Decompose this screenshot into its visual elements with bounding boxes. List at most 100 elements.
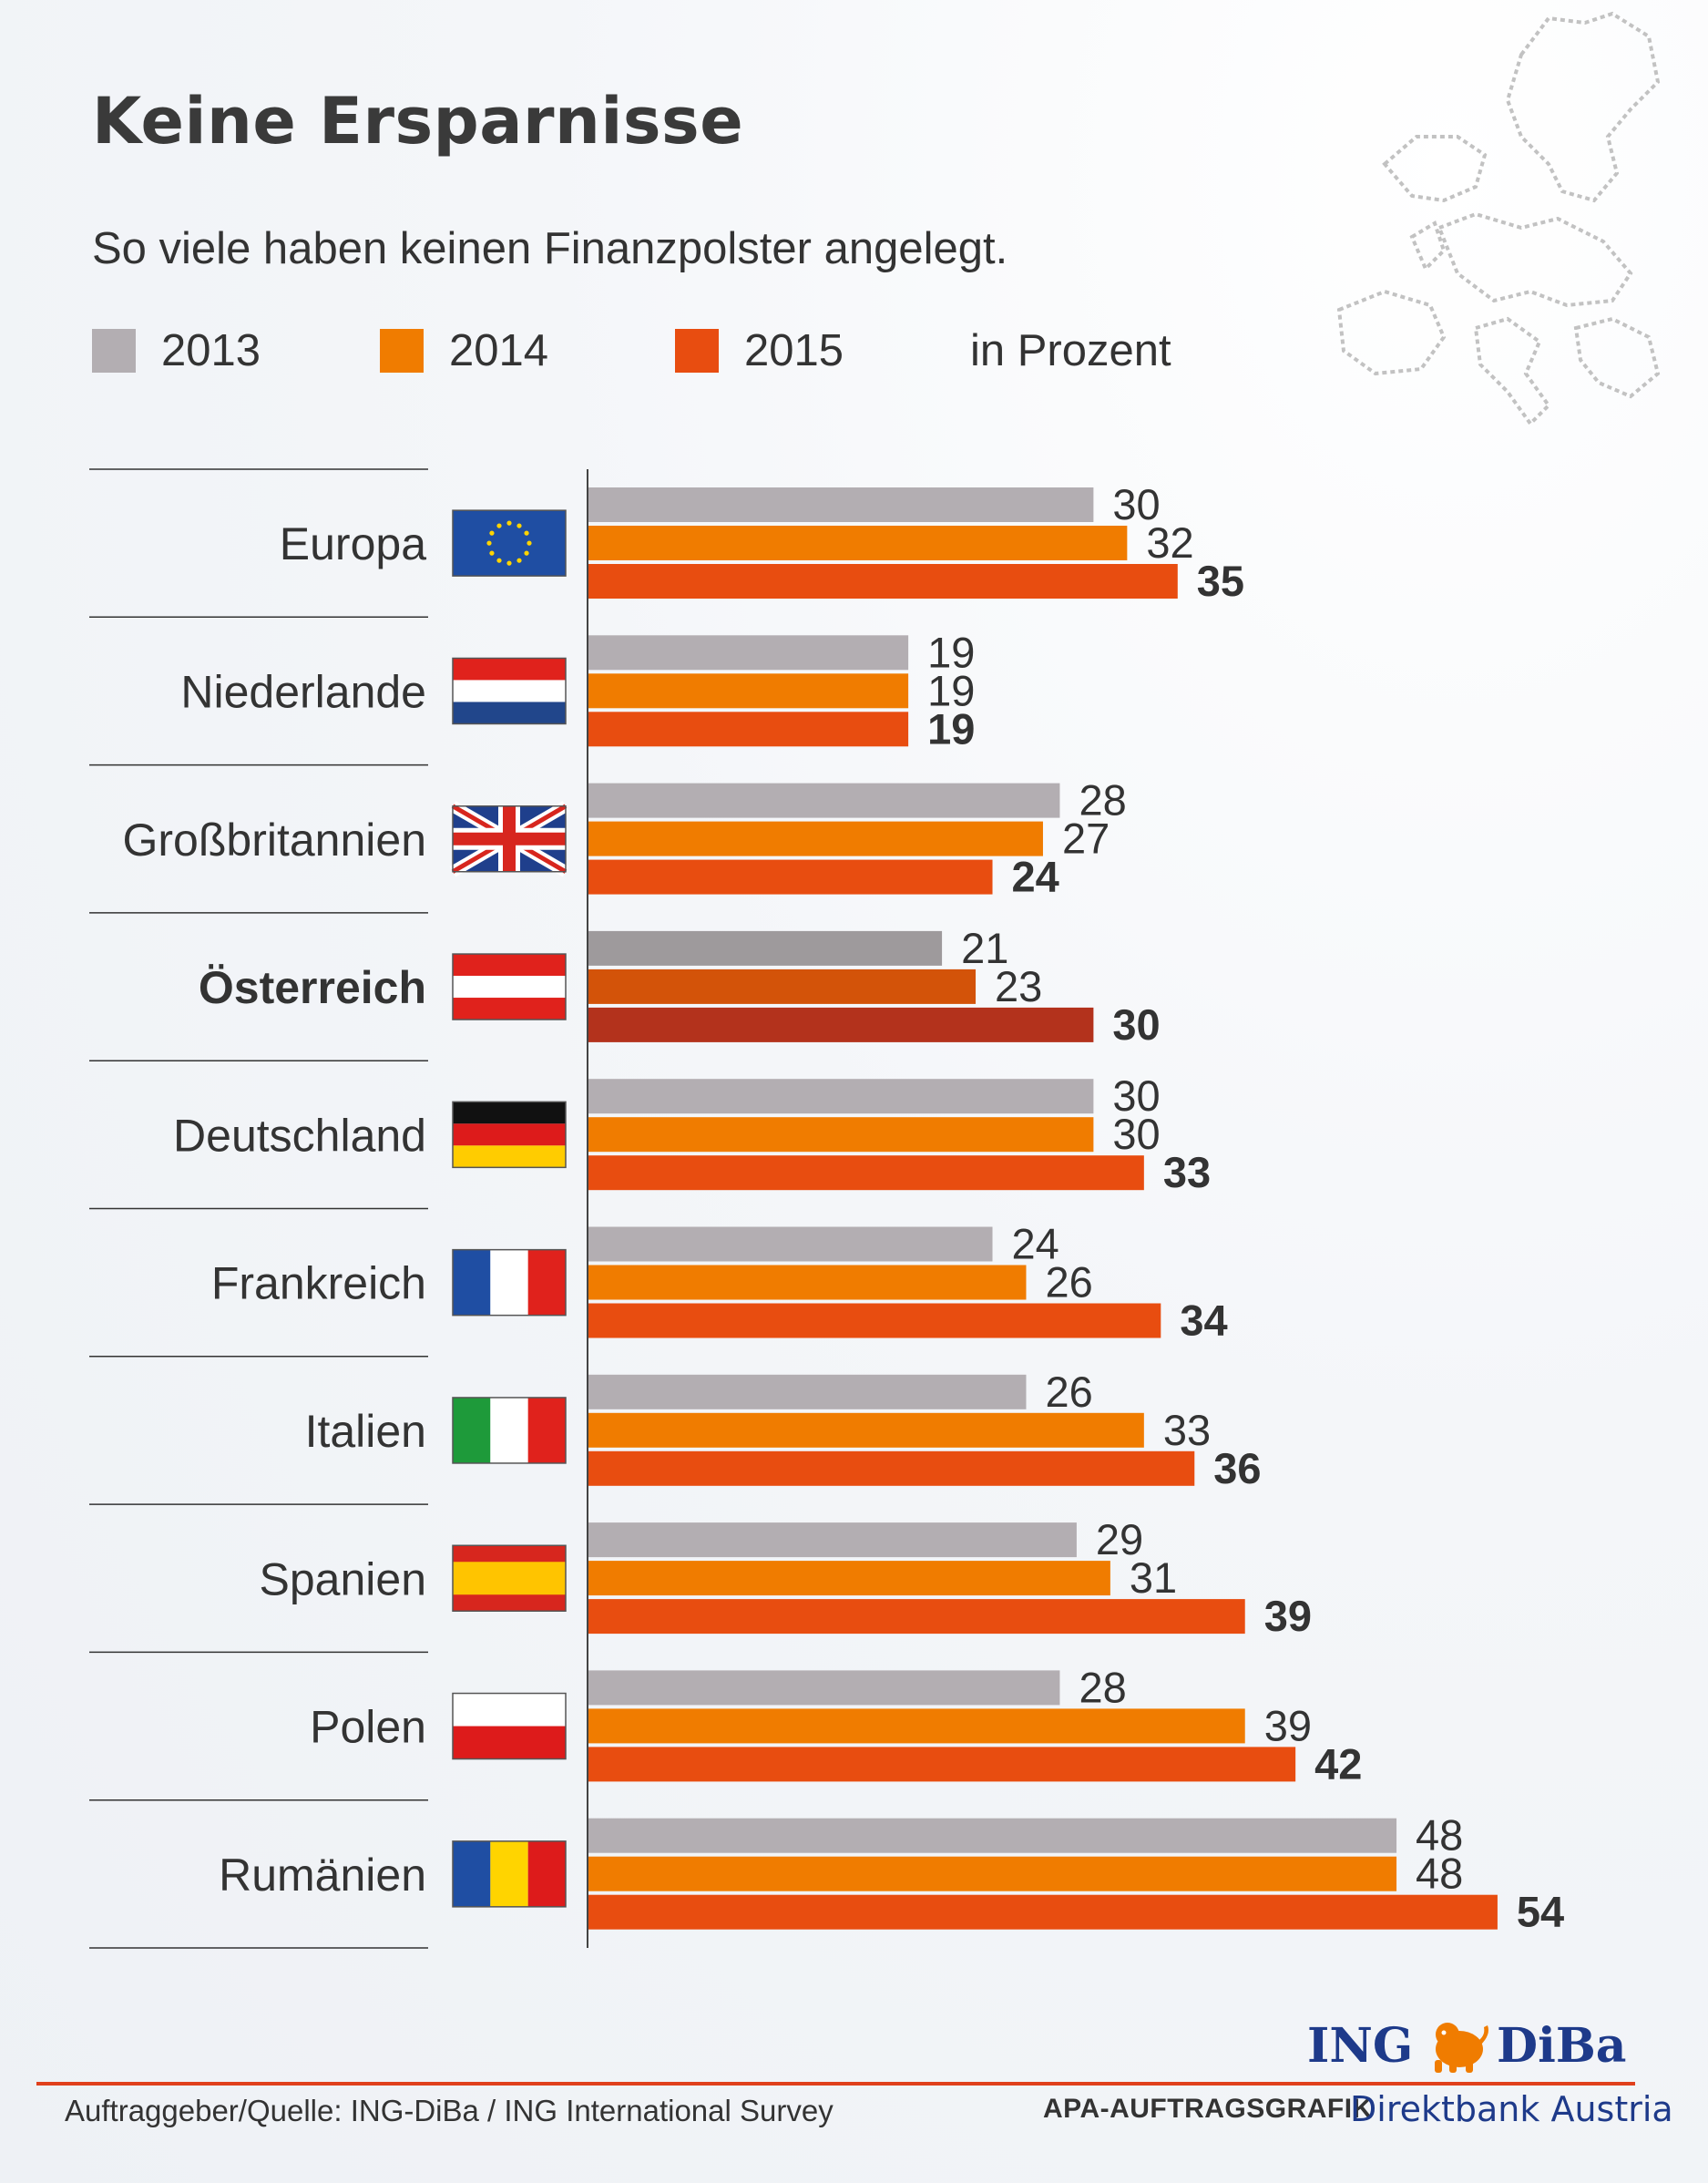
value-label-rumaenien-2015: 54: [1517, 1888, 1564, 1936]
footer-divider: [36, 2082, 1635, 2086]
eu-flag-icon: [452, 509, 567, 577]
category-label-spanien: Spanien: [260, 1553, 427, 1604]
value-label-niederlande-2014: 19: [927, 666, 975, 714]
category-label-deutschland: Deutschland: [173, 1110, 426, 1161]
value-label-rumaenien-2013: 48: [1416, 1811, 1463, 1860]
legend-swatch-2013: [92, 329, 136, 373]
netherlands-flag-icon: [452, 657, 567, 725]
value-label-grossbritannien-2014: 27: [1062, 815, 1110, 863]
value-label-deutschland-2015: 33: [1163, 1148, 1211, 1196]
germany-flag-icon: [452, 1101, 567, 1169]
bar-grossbritannien-2013: [588, 783, 1060, 818]
brand-subtitle: Direktbank Austria: [1350, 2089, 1673, 2129]
value-label-spanien-2013: 29: [1096, 1515, 1143, 1563]
spain-flag-icon: [452, 1544, 567, 1612]
bar-oesterreich-2015: [588, 1007, 1094, 1042]
category-label-rumaenien: Rumänien: [219, 1850, 426, 1901]
legend-item-2014: 2014: [380, 319, 548, 383]
bar-chart: Europa303235Niederlande191919Großbritann…: [89, 468, 1564, 1949]
legend: 2013 2014 2015 in Prozent: [92, 319, 1458, 383]
bar-grossbritannien-2014: [588, 821, 1043, 856]
legend-item-2015: 2015: [675, 319, 844, 383]
category-label-europa: Europa: [280, 518, 426, 569]
category-label-grossbritannien: Großbritannien: [123, 815, 427, 866]
category-label-niederlande: Niederlande: [180, 666, 426, 717]
ing-diba-logo: ING DiBa: [1307, 2018, 1635, 2082]
bar-niederlande-2014: [588, 673, 909, 709]
bar-rumaenien-2015: [588, 1894, 1498, 1930]
bar-rumaenien-2014: [588, 1856, 1397, 1891]
legend-item-2013: 2013: [92, 319, 261, 383]
chart-title: Keine Ersparnisse: [92, 84, 744, 159]
unit-label: in Prozent: [970, 326, 1171, 375]
value-label-italien-2014: 33: [1163, 1406, 1211, 1454]
value-label-frankreich-2014: 26: [1045, 1258, 1092, 1307]
bar-italien-2014: [588, 1412, 1144, 1448]
bar-frankreich-2013: [588, 1226, 993, 1262]
category-label-polen: Polen: [310, 1702, 426, 1753]
value-label-grossbritannien-2015: 24: [1012, 853, 1059, 901]
value-label-italien-2015: 36: [1213, 1444, 1261, 1492]
legend-label-2015: 2015: [744, 326, 844, 375]
bar-niederlande-2013: [588, 635, 909, 671]
value-label-frankreich-2015: 34: [1180, 1296, 1227, 1345]
legend-label-2014: 2014: [449, 326, 549, 375]
source-note: Auftraggeber/Quelle: ING-DiBa / ING Inte…: [65, 2094, 834, 2127]
bar-italien-2013: [588, 1374, 1027, 1409]
bar-oesterreich-2013: [588, 930, 943, 966]
bar-polen-2013: [588, 1670, 1060, 1706]
bar-grossbritannien-2015: [588, 859, 993, 895]
bar-frankreich-2014: [588, 1265, 1027, 1300]
legend-label-2013: 2013: [161, 326, 261, 375]
category-label-frankreich: Frankreich: [211, 1258, 426, 1309]
bar-spanien-2014: [588, 1561, 1110, 1596]
value-label-oesterreich-2015: 30: [1112, 1000, 1160, 1049]
value-label-polen-2014: 39: [1264, 1701, 1312, 1749]
value-label-oesterreich-2014: 23: [995, 962, 1042, 1010]
romania-flag-icon: [452, 1840, 567, 1908]
value-label-deutschland-2013: 30: [1112, 1071, 1160, 1120]
austria-flag-icon: [452, 953, 567, 1020]
bar-deutschland-2015: [588, 1155, 1144, 1191]
bar-deutschland-2013: [588, 1079, 1094, 1114]
bar-polen-2014: [588, 1708, 1245, 1744]
uk-flag-icon: [449, 801, 569, 877]
italy-flag-icon: [452, 1397, 567, 1464]
bar-rumaenien-2013: [588, 1818, 1397, 1853]
bar-spanien-2015: [588, 1599, 1245, 1635]
value-label-niederlande-2015: 19: [927, 704, 975, 753]
category-label-oesterreich: Österreich: [199, 962, 426, 1013]
value-label-deutschland-2014: 30: [1112, 1110, 1160, 1158]
value-label-frankreich-2013: 24: [1012, 1220, 1059, 1268]
bar-niederlande-2015: [588, 712, 909, 747]
credit-label: APA-AUFTRAGSGRAFIK: [1043, 2094, 1373, 2124]
bar-frankreich-2015: [588, 1303, 1161, 1338]
value-label-rumaenien-2014: 48: [1416, 1850, 1463, 1898]
value-label-grossbritannien-2013: 28: [1079, 776, 1126, 825]
bar-deutschland-2014: [588, 1117, 1094, 1153]
value-label-italien-2013: 26: [1045, 1368, 1092, 1416]
value-label-polen-2015: 42: [1314, 1739, 1362, 1788]
category-label-italien: Italien: [305, 1406, 426, 1457]
bar-spanien-2013: [588, 1522, 1077, 1558]
bar-oesterreich-2014: [588, 969, 977, 1004]
bar-polen-2015: [588, 1747, 1296, 1782]
poland-flag-icon: [452, 1692, 567, 1760]
value-label-europa-2014: 32: [1146, 518, 1193, 567]
brand-right-text: DiBa: [1497, 2018, 1627, 2074]
value-label-spanien-2015: 39: [1264, 1592, 1312, 1640]
legend-swatch-2014: [380, 329, 424, 373]
bar-europa-2014: [588, 526, 1128, 560]
lion-icon: [1435, 2023, 1488, 2073]
bar-italien-2015: [588, 1450, 1195, 1486]
legend-swatch-2015: [675, 329, 719, 373]
value-label-spanien-2014: 31: [1130, 1553, 1177, 1602]
europe-map-icon: [1336, 11, 1661, 427]
value-label-niederlande-2013: 19: [927, 628, 975, 676]
brand-left-text: ING: [1307, 2018, 1414, 2074]
chart-subtitle: So viele haben keinen Finanzpolster ange…: [92, 224, 1008, 273]
bar-europa-2015: [588, 564, 1178, 599]
bar-europa-2013: [588, 487, 1094, 522]
france-flag-icon: [452, 1248, 567, 1317]
value-label-oesterreich-2013: 21: [961, 924, 1008, 972]
